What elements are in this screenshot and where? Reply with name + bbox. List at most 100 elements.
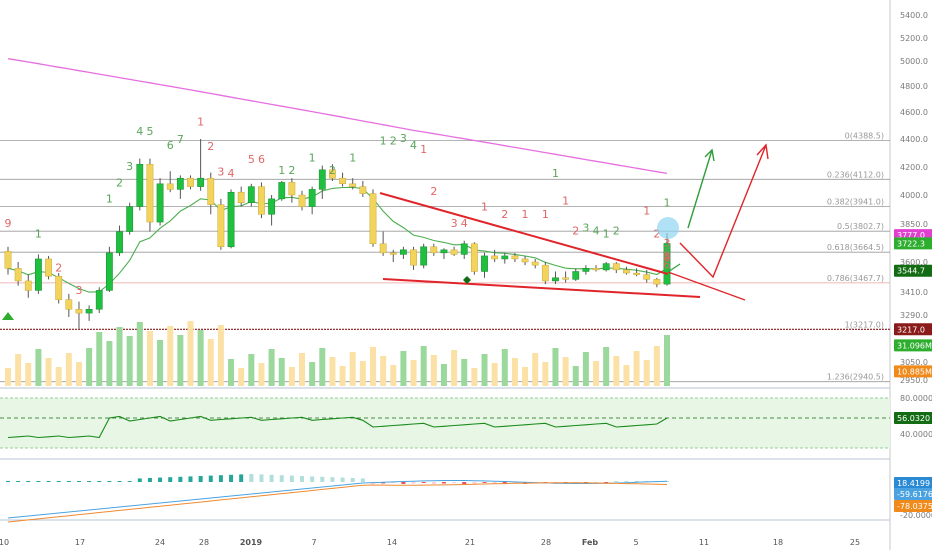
td-count-label: 5 (146, 125, 153, 138)
td-count-label: 5 (664, 249, 671, 262)
volume-bars (5, 321, 670, 386)
macd-histogram-bar (421, 482, 426, 483)
volume-bar (167, 326, 174, 386)
macd-histogram-bar (310, 476, 315, 482)
volume-bar (471, 368, 478, 386)
volume-bar (613, 356, 620, 386)
candle-body (85, 309, 93, 314)
candle-body (460, 243, 468, 255)
td-count-label: 1 (309, 151, 316, 164)
td-count-label: 1 (349, 151, 356, 164)
volume-bar (633, 351, 640, 386)
volume-bar (451, 350, 458, 386)
candle-body (55, 275, 63, 300)
macd-histogram-bar (218, 475, 223, 482)
volume-bar (65, 353, 72, 386)
volume-bar (390, 365, 397, 386)
price-badge (894, 412, 932, 424)
candle-body (552, 277, 559, 282)
macd-histogram-bar (36, 481, 41, 482)
volume-bar (572, 366, 579, 386)
red-projection-arrow (679, 144, 767, 279)
candle-body (65, 299, 73, 310)
td-count-label: 4 (664, 250, 671, 263)
macd-histogram-bar (269, 474, 274, 482)
price-tick-label: 4600.0 (900, 108, 928, 117)
td-count-label: 3 (451, 217, 458, 230)
candle-body (227, 191, 235, 248)
time-tick-label: 5 (633, 538, 638, 547)
macd-histogram-bar (441, 482, 446, 484)
candle-body (541, 264, 549, 282)
volume-bar (643, 360, 650, 386)
candle-body (612, 263, 620, 271)
moving-averages (7, 58, 668, 293)
price-badge-text: 3217.0 (897, 325, 925, 334)
macd-histogram-bar (147, 478, 152, 482)
candle-body (339, 177, 346, 185)
td-count-label: 3 (582, 222, 589, 235)
candle-body (643, 274, 651, 280)
macd-histogram-bar (401, 482, 406, 484)
candle-body (562, 277, 570, 280)
macd-histogram-bar (87, 481, 92, 482)
green-projection-arrow (687, 149, 713, 229)
candle-body (582, 268, 590, 272)
fib-label: 1(3217.0) (845, 320, 884, 329)
td-count-label: 2 (288, 164, 295, 177)
rsi-pane (0, 397, 890, 449)
price-badge (894, 477, 932, 489)
time-tick-label: 14 (387, 538, 397, 547)
fib-label: 0.786(3467.7) (827, 274, 884, 283)
td-count-label: 2 (613, 225, 620, 238)
macd-histogram-bar (492, 482, 497, 484)
price-axis[interactable]: 5400.0 5200.0 5000.0 4800.0 4600.0 4400.0 4200… (900, 11, 932, 520)
td-count-label: 3 (400, 132, 407, 145)
macd-histogram-bar (188, 476, 193, 482)
macd-histogram-bar (66, 481, 71, 482)
macd-histogram-bar (239, 474, 244, 482)
volume-bar (126, 336, 133, 386)
price-badge (894, 237, 932, 250)
td-count-label: 1 (481, 200, 488, 213)
price-badge (894, 339, 932, 352)
candle-body (247, 186, 255, 203)
volume-bar (623, 365, 630, 386)
td-count-label: 9 (5, 217, 12, 230)
td-count-label: 3 (664, 237, 671, 250)
candle-body (187, 177, 194, 187)
td-count-label: 6 (167, 139, 174, 152)
volume-bar (359, 361, 366, 386)
macd-histogram-bar (259, 474, 264, 482)
price-badge (894, 500, 932, 512)
td-count-label: 4 (593, 225, 600, 238)
volume-bar (582, 352, 589, 386)
volume-bar (400, 351, 407, 386)
candle-body (146, 163, 154, 223)
td-count-label: 1 (106, 193, 113, 206)
fib-label: 0.236(4112.0) (827, 170, 884, 179)
rsi-tick-label: 40.0000 (900, 430, 932, 439)
time-axis[interactable]: 10 17 24 28 2019 7 14 21 28 Feb 5 11 18 25 (0, 538, 860, 547)
volume-bar (157, 340, 164, 386)
td-count-label: 3 (75, 284, 82, 297)
td-count-label: 1 (380, 135, 387, 148)
volume-bar (278, 358, 285, 386)
candle-body (45, 258, 52, 277)
volume-bar (136, 322, 143, 386)
volume-bar (593, 361, 600, 386)
price-tick-label: 3410.0 (900, 288, 928, 297)
td-count-label: 4 (136, 125, 143, 138)
time-tick-label: 25 (850, 538, 860, 547)
volume-bar (309, 362, 316, 386)
td-count-label: 1 (522, 208, 529, 221)
candle-body (470, 243, 478, 272)
volume-bar (349, 352, 356, 386)
td-count-label: 1 (664, 243, 671, 256)
volume-bar (45, 358, 52, 386)
upper-trendline (379, 192, 669, 275)
volume-bar (15, 354, 22, 386)
td-count-label: 2 (664, 243, 671, 256)
td-count-label: 6 (664, 258, 671, 271)
